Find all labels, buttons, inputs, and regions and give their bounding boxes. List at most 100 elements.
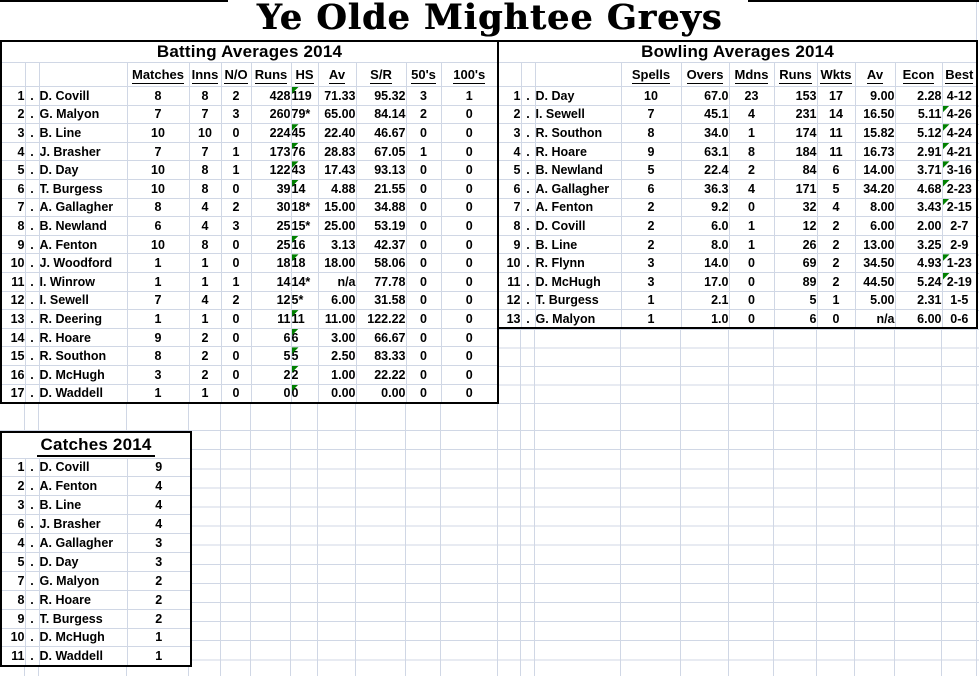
- cell-inns[interactable]: 4: [188, 290, 222, 311]
- cell-inns[interactable]: 8: [188, 86, 222, 106]
- cell-runs[interactable]: 84: [773, 160, 818, 180]
- cell-high-score[interactable]: 2: [290, 364, 319, 385]
- cell-high-score[interactable]: 16: [290, 234, 319, 255]
- cell-player-name[interactable]: D. Covill: [38, 86, 128, 106]
- cell-matches[interactable]: 8: [126, 86, 190, 106]
- cell-separator[interactable]: .: [24, 608, 40, 629]
- cell-separator[interactable]: .: [24, 514, 40, 535]
- cell-matches[interactable]: 7: [126, 141, 190, 162]
- col-header-av[interactable]: Av: [854, 62, 896, 87]
- cell-rank[interactable]: 11: [0, 271, 26, 292]
- cell-inns[interactable]: 2: [188, 346, 222, 366]
- cell-player-name[interactable]: G. Malyon: [38, 570, 128, 591]
- cell-runs[interactable]: 224: [250, 123, 292, 143]
- cell-matches[interactable]: 9: [126, 327, 190, 348]
- cell-rank[interactable]: 9: [0, 234, 26, 255]
- cell-runs[interactable]: 25: [250, 216, 292, 236]
- cell-player-name[interactable]: D. McHugh: [534, 271, 622, 292]
- cell-separator[interactable]: .: [24, 123, 40, 143]
- cell-rank[interactable]: 4: [0, 141, 26, 162]
- cell-rank[interactable]: 17: [0, 383, 26, 404]
- cell-wickets[interactable]: 0: [816, 309, 856, 329]
- cell-player-name[interactable]: D. Covill: [534, 216, 622, 236]
- cell-spells[interactable]: 1: [620, 309, 682, 329]
- cell-player-name[interactable]: A. Fenton: [38, 234, 128, 255]
- cell-runs[interactable]: 122: [250, 160, 292, 180]
- cell-not-outs[interactable]: 1: [220, 160, 252, 180]
- cell-strike-rate[interactable]: 95.32: [355, 86, 407, 106]
- cell-fifties[interactable]: 0: [405, 253, 442, 273]
- cell-separator[interactable]: .: [24, 197, 40, 218]
- cell-separator[interactable]: .: [24, 253, 40, 273]
- col-header-no[interactable]: N/O: [220, 62, 252, 87]
- cell-player-name[interactable]: A. Gallagher: [38, 533, 128, 553]
- cell-overs[interactable]: 6.0: [680, 216, 730, 236]
- cell-spells[interactable]: 8: [620, 123, 682, 143]
- cell-rank[interactable]: 5: [0, 160, 26, 180]
- cell-best-figures[interactable]: 0-6: [941, 309, 978, 329]
- cell-spells[interactable]: 6: [620, 178, 682, 199]
- cell-rank[interactable]: 2: [0, 104, 26, 125]
- cell-empty[interactable]: [24, 62, 40, 87]
- cell-runs[interactable]: 12: [773, 216, 818, 236]
- cell-high-score[interactable]: 14: [290, 178, 319, 199]
- cell-runs[interactable]: 6: [250, 327, 292, 348]
- col-header-runs[interactable]: Runs: [773, 62, 818, 87]
- cell-separator[interactable]: .: [520, 104, 536, 125]
- cell-separator[interactable]: .: [520, 271, 536, 292]
- cell-rank[interactable]: 11: [0, 646, 26, 667]
- cell-player-name[interactable]: R. Deering: [38, 309, 128, 329]
- cell-economy[interactable]: 6.00: [894, 309, 943, 329]
- cell-average[interactable]: 15.82: [854, 123, 896, 143]
- cell-fifties[interactable]: 0: [405, 346, 442, 366]
- cell-separator[interactable]: .: [24, 309, 40, 329]
- cell-runs[interactable]: 231: [773, 104, 818, 125]
- cell-wickets[interactable]: 14: [816, 104, 856, 125]
- cell-hundreds[interactable]: 0: [440, 271, 499, 292]
- cell-catches-count[interactable]: 9: [126, 457, 192, 478]
- cell-runs[interactable]: 11: [250, 309, 292, 329]
- cell-hundreds[interactable]: 0: [440, 216, 499, 236]
- cell-catches-count[interactable]: 4: [126, 495, 192, 516]
- cell-overs[interactable]: 1.0: [680, 309, 730, 329]
- cell-best-figures[interactable]: 2-19: [941, 271, 978, 292]
- cell-average[interactable]: 34.50: [854, 253, 896, 273]
- cell-empty[interactable]: [0, 62, 26, 87]
- cell-economy[interactable]: 2.00: [894, 216, 943, 236]
- cell-rank[interactable]: 1: [497, 86, 522, 106]
- cell-empty[interactable]: [38, 62, 128, 87]
- cell-player-name[interactable]: B. Newland: [38, 216, 128, 236]
- cell-rank[interactable]: 13: [497, 309, 522, 329]
- cell-best-figures[interactable]: 2-23: [941, 178, 978, 199]
- cell-fifties[interactable]: 0: [405, 123, 442, 143]
- cell-average[interactable]: 3.13: [317, 234, 357, 255]
- cell-average[interactable]: 0.00: [317, 383, 357, 404]
- cell-runs[interactable]: 69: [773, 253, 818, 273]
- cell-strike-rate[interactable]: 58.06: [355, 253, 407, 273]
- cell-inns[interactable]: 4: [188, 216, 222, 236]
- cell-best-figures[interactable]: 1-23: [941, 253, 978, 273]
- cell-player-name[interactable]: J. Woodford: [38, 253, 128, 273]
- cell-separator[interactable]: .: [520, 309, 536, 329]
- cell-matches[interactable]: 10: [126, 178, 190, 199]
- cell-runs[interactable]: 39: [250, 178, 292, 199]
- cell-wickets[interactable]: 5: [816, 178, 856, 199]
- cell-matches[interactable]: 8: [126, 197, 190, 218]
- cell-runs[interactable]: 18: [250, 253, 292, 273]
- cell-not-outs[interactable]: 0: [220, 253, 252, 273]
- cell-wickets[interactable]: 6: [816, 160, 856, 180]
- cell-separator[interactable]: .: [520, 86, 536, 106]
- cell-average[interactable]: 17.43: [317, 160, 357, 180]
- cell-hundreds[interactable]: 0: [440, 327, 499, 348]
- cell-overs[interactable]: 22.4: [680, 160, 730, 180]
- cell-rank[interactable]: 6: [497, 178, 522, 199]
- cell-separator[interactable]: .: [24, 271, 40, 292]
- cell-high-score[interactable]: 6: [290, 327, 319, 348]
- cell-best-figures[interactable]: 2-7: [941, 216, 978, 236]
- cell-rank[interactable]: 3: [0, 123, 26, 143]
- cell-rank[interactable]: 4: [0, 533, 26, 553]
- cell-runs[interactable]: 174: [773, 123, 818, 143]
- cell-rank[interactable]: 8: [0, 216, 26, 236]
- cell-best-figures[interactable]: 2-15: [941, 197, 978, 218]
- cell-separator[interactable]: .: [24, 327, 40, 348]
